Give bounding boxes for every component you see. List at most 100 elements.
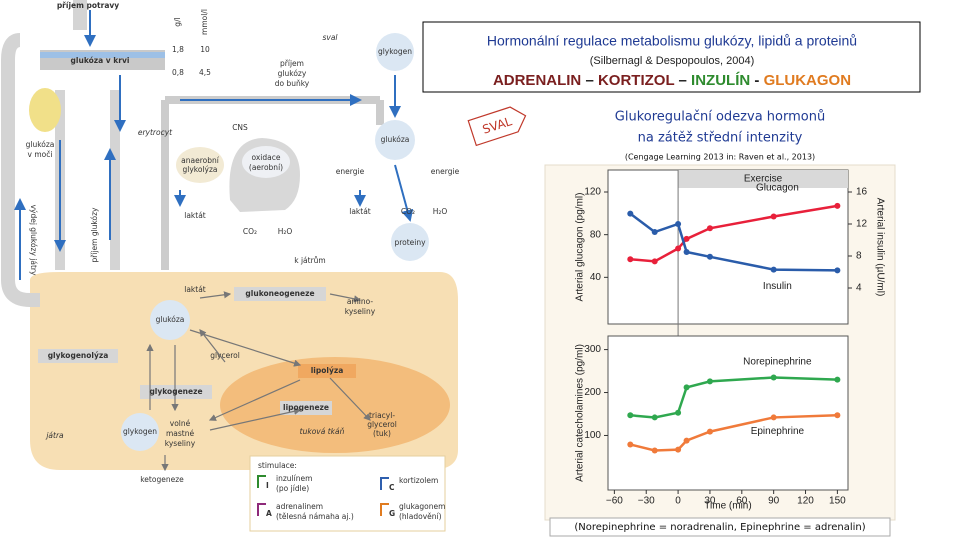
response-title: na zátěž střední intenzity [638,131,803,146]
data-point [834,376,841,383]
diagram-label: glukóza [156,315,185,324]
diagram-label: glykogen [123,427,157,436]
data-point [627,256,634,263]
slide-title: Hormonální regulace metabolismu glukózy,… [487,33,857,49]
hormone-name: KORTIZOL [598,72,674,89]
title-source: (Silbernagl & Despopoulos, 2004) [590,55,755,67]
diagram-label: kyseliny [165,439,196,448]
x-tick-label: 0 [675,496,681,507]
diagram-label: tuková tkáň [300,427,345,436]
diagram-label: CO₂ [401,207,415,216]
data-point [770,374,777,381]
legend-arrow [380,477,389,490]
data-point [675,245,682,252]
hormone-name: – [674,72,691,89]
legend-text: (hladovění) [399,512,442,521]
legend-key: C [389,483,395,492]
footnote: (Norepinephrine = noradrenalin, Epinephr… [574,522,865,533]
y2-tick-label: 12 [856,219,868,230]
data-point [770,213,777,220]
y-axis-title: Arterial glucagon (pg/ml) [575,193,586,302]
y2-tick-label: 8 [856,251,862,262]
diagram-art [0,0,470,540]
data-point [651,229,658,235]
hormone-name: INZULÍN [691,72,750,89]
data-point [627,412,634,419]
y-tick-label: 100 [584,430,601,441]
diagram-label: glukóza v krvi [71,56,130,65]
x-tick-label: 60 [736,496,748,507]
series-label: Glucagon [756,183,799,194]
x-axis-title: Time (min) [704,501,751,512]
diagram-label: energie [336,167,365,176]
diagram-label: glykogeneze [149,387,202,396]
diagram-label: glukóza [381,135,410,144]
diagram-label: lipogeneze [283,403,329,412]
legend-arrow [380,503,389,516]
y2-tick-label: 4 [856,283,862,294]
diagram-label: ketogeneze [140,475,184,484]
diagram-label: g/l [173,17,182,26]
data-point [675,221,682,227]
diagram-label: (aerobní) [249,163,283,172]
diagram-label: amino- [347,297,373,306]
diagram-label: sval [322,33,338,42]
plot-area [607,335,849,491]
diagram-label: laktát [184,211,206,220]
diagram-label: laktát [184,285,206,294]
diagram-label: anaerobní [181,156,220,165]
diagram-label: glukoneogeneze [245,289,314,298]
data-point [834,267,841,274]
title-box [422,21,921,93]
hormone-name: – [581,72,598,89]
diagram-label: erytrocyt [138,128,173,137]
x-tick-label: −30 [638,496,655,507]
y2-tick-label: 16 [856,187,868,198]
diagram-label: volné [170,419,191,428]
x-tick-label: 120 [797,496,814,507]
data-point [675,409,682,416]
legend-text: kortizolem [399,476,438,485]
diagram-label: H₂O [433,207,448,216]
diagram-label: příjem [280,59,304,68]
data-point [683,437,690,444]
annotation-band [678,170,848,188]
data-point [683,249,690,255]
diagram-label: CO₂ [243,227,257,236]
series-label: Insulin [763,281,792,292]
diagram-label: glukóza [26,140,55,149]
diagram-label: glykolýza [182,165,217,174]
diagram-label: laktát [349,207,371,216]
data-point [627,441,634,448]
x-tick-label: −60 [606,496,623,507]
legend-key: G [389,509,395,518]
y-tick-label: 200 [584,387,601,398]
diagram-label: 1,8 [172,45,184,54]
hormone-name: GLUKAGON [764,72,852,89]
diagram-label: kyseliny [345,307,376,316]
data-point [683,384,690,391]
hormone-name: - [750,72,763,89]
diagram-label: glycerol [367,420,397,429]
diagram-label: mastné [166,429,195,438]
data-point [706,378,713,385]
diagram-label: glukózy [278,69,307,78]
plot-area [607,169,849,325]
legend-text: inzulínem [276,474,312,483]
diagram-label: mmol/l [200,9,209,35]
y-tick-label: 120 [584,187,601,198]
data-point [675,446,682,453]
legend-key: A [266,509,272,518]
annotation-text: Exercise [744,174,783,185]
data-point [651,414,658,421]
x-tick-label: 30 [704,496,716,507]
diagram-label: triacyl- [369,411,395,420]
diagram-label: CNS [232,123,248,132]
legend-title: stimulace: [258,461,297,470]
x-tick-label: 150 [829,496,846,507]
diagram-label: oxidace [252,153,281,162]
response-source: (Cengage Learning 2013 in: Raven et al.,… [625,153,815,162]
diagram-label: játra [45,431,64,440]
